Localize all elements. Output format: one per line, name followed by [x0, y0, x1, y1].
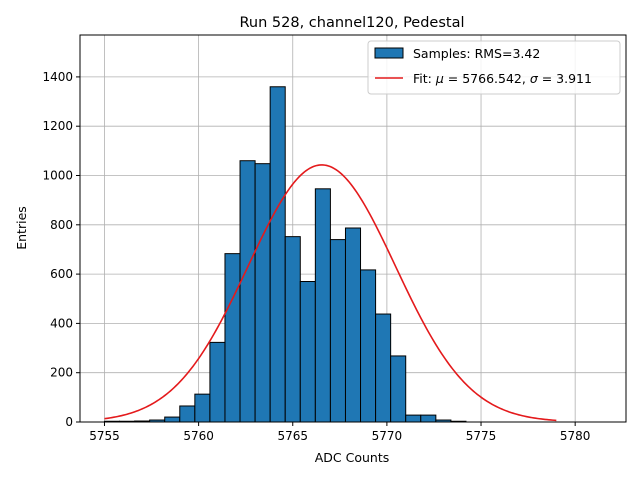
histogram-bar [269, 86, 286, 423]
histogram-bar [284, 236, 301, 423]
histogram-bar [375, 313, 392, 423]
histogram-bar [360, 269, 377, 423]
x-tick-label: 5755 [89, 429, 120, 443]
x-tick-label: 5760 [183, 429, 214, 443]
y-tick-label: 200 [50, 366, 73, 380]
x-tick-label: 5770 [372, 429, 403, 443]
histogram-bar [224, 253, 241, 423]
histogram-bar [420, 414, 437, 423]
legend-label-samples: Samples: RMS=3.42 [413, 46, 540, 61]
histogram-bar [209, 341, 226, 423]
legend-swatch-samples [374, 47, 404, 59]
histogram-bar [344, 227, 362, 423]
y-tick-label: 1400 [42, 70, 73, 84]
y-tick-label: 600 [50, 267, 73, 281]
y-axis-label: Entries [14, 206, 29, 250]
x-tick-label: 5775 [466, 429, 497, 443]
x-axis-label: ADC Counts [315, 450, 390, 465]
y-tick-label: 1000 [42, 169, 73, 183]
histogram-bar [314, 188, 331, 423]
y-tick-label: 1200 [42, 119, 73, 133]
histogram-bar [254, 163, 271, 423]
y-tick-label: 0 [65, 415, 73, 429]
y-axis-ticks: 0 200 400 600 800 1000 1200 1400 [42, 70, 80, 429]
plot-frame [79, 34, 627, 423]
histogram-bar [179, 405, 196, 423]
chart-title: Run 528, channel120, Pedestal [239, 15, 464, 31]
histogram-bar [299, 280, 316, 423]
histogram-bar [390, 355, 407, 423]
x-tick-label: 5765 [277, 429, 308, 443]
histogram-bar [329, 239, 346, 423]
histogram-bar [194, 393, 211, 423]
histogram-bar [405, 414, 422, 423]
gaussian-fit-curve [104, 164, 557, 422]
x-axis-ticks: 5755 5760 5765 5770 5775 5780 [89, 422, 590, 443]
x-tick-label: 5780 [560, 429, 591, 443]
y-tick-label: 800 [50, 218, 73, 232]
histogram-bar [239, 160, 256, 423]
histogram-bar [164, 416, 181, 423]
legend-box [367, 40, 621, 95]
legend: Samples: RMS=3.42 Fit: μ = 5766.542, σ =… [367, 40, 621, 95]
histogram-bars [103, 86, 467, 423]
y-tick-label: 400 [50, 316, 73, 330]
legend-label-fit: Fit: μ = 5766.542, σ = 3.911 [413, 71, 592, 86]
